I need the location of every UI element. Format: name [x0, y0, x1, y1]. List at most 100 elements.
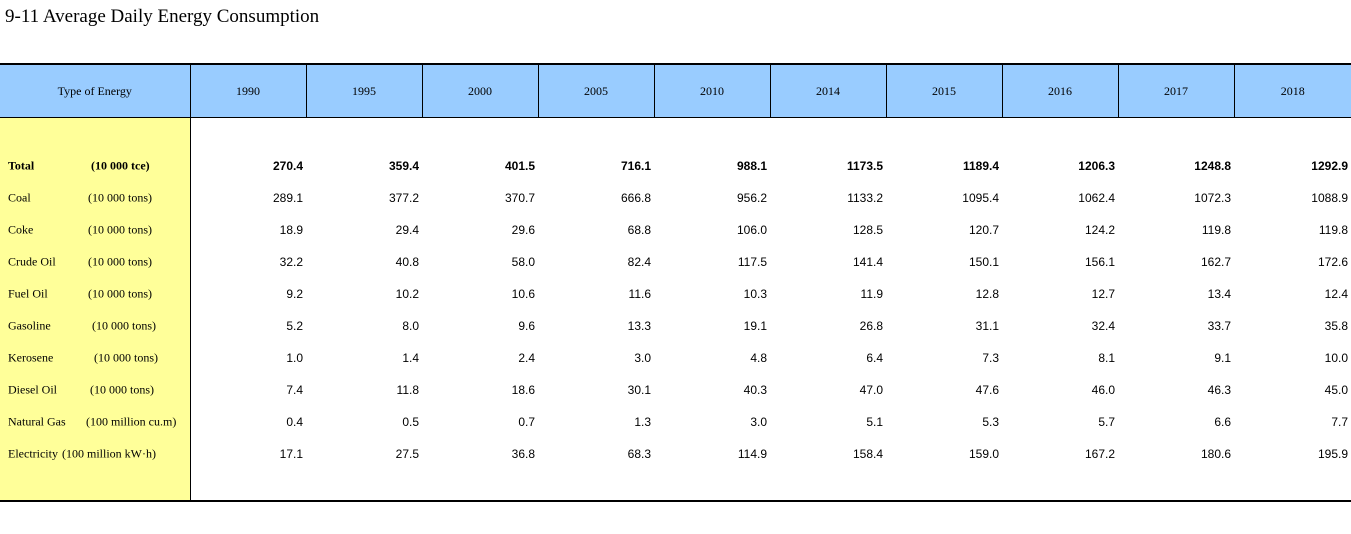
value-cell: 33.7 [1207, 319, 1231, 333]
value-cell: 11.9 [860, 287, 883, 301]
value-cell: 1088.9 [1311, 191, 1348, 205]
energy-type-label: Total [8, 158, 35, 173]
energy-unit-label: (100 million cu.m) [86, 414, 177, 429]
energy-unit-label: (10 000 tons) [92, 318, 156, 333]
energy-type-cell: Crude Oil (10 000 tons) [0, 246, 191, 278]
value-cell: 7.4 [286, 383, 303, 397]
value-cell: 180.6 [1200, 447, 1231, 461]
value-cell: 13.4 [1207, 287, 1231, 301]
value-cell: 956.2 [736, 191, 767, 205]
value-cell: 8.1 [1098, 351, 1115, 365]
value-cell: 58.0 [511, 255, 535, 269]
value-cell: 114.9 [737, 447, 767, 461]
energy-type-cell: Coke (10 000 tons) [0, 214, 191, 246]
energy-type-cell: Natural Gas (100 million cu.m) [0, 406, 191, 438]
energy-type-label: Gasoline [8, 318, 51, 333]
value-cell: 156.1 [1084, 255, 1115, 269]
value-cell: 162.7 [1200, 255, 1231, 269]
energy-type-cell: Kerosene (10 000 tons) [0, 342, 191, 374]
value-cell: 666.8 [620, 191, 651, 205]
value-cell: 9.2 [286, 287, 303, 301]
energy-type-label: Fuel Oil [8, 286, 48, 301]
year-header: 2010 [653, 63, 770, 118]
energy-type-label: Crude Oil [8, 254, 56, 269]
year-header: 1995 [305, 63, 422, 118]
energy-unit-label: (10 000 tons) [94, 350, 158, 365]
table-row: Diesel Oil (10 000 tons) 7.4 11.8 18.6 30.1 40… [0, 374, 1351, 406]
year-header: 2018 [1233, 63, 1351, 118]
value-cell: 6.6 [1214, 415, 1231, 429]
value-cell: 0.7 [518, 415, 535, 429]
table-row: Electricity (100 million kW·h) 17.1 27.5 36.… [0, 438, 1351, 470]
value-cell: 40.8 [395, 255, 419, 269]
value-cell: 158.4 [852, 447, 883, 461]
value-cell: 359.4 [388, 159, 419, 173]
energy-type-label: Coal [8, 190, 31, 205]
value-cell: 29.6 [511, 223, 535, 237]
value-cell: 289.1 [272, 191, 303, 205]
energy-unit-label: (10 000 tons) [88, 222, 152, 237]
energy-type-cell: Coal (10 000 tons) [0, 182, 191, 214]
value-cell: 11.6 [628, 287, 651, 301]
value-cell: 7.3 [982, 351, 999, 365]
value-cell: 18.9 [279, 223, 303, 237]
value-cell: 40.3 [743, 383, 767, 397]
value-cell: 1072.3 [1194, 191, 1231, 205]
value-cell: 47.6 [975, 383, 999, 397]
energy-type-cell: Fuel Oil (10 000 tons) [0, 278, 191, 310]
energy-type-label: Natural Gas [8, 414, 66, 429]
value-cell: 4.8 [750, 351, 767, 365]
table-row: Gasoline (10 000 tons) 5.2 8.0 9.6 13.3 19.1 26… [0, 310, 1351, 342]
value-cell: 10.0 [1324, 351, 1348, 365]
value-cell: 35.8 [1324, 319, 1348, 333]
value-cell: 36.8 [511, 447, 535, 461]
year-header: 2016 [1001, 63, 1118, 118]
value-cell: 3.0 [750, 415, 767, 429]
value-cell: 0.5 [402, 415, 419, 429]
value-cell: 716.1 [620, 159, 651, 173]
value-cell: 10.2 [395, 287, 419, 301]
spacer-row [0, 117, 1351, 150]
value-cell: 9.1 [1214, 351, 1231, 365]
value-cell: 12.7 [1091, 287, 1115, 301]
table-row: Coal (10 000 tons) 289.1 377.2 370.7 666.8 956… [0, 182, 1351, 214]
value-cell: 13.3 [627, 319, 651, 333]
energy-type-label: Diesel Oil [8, 382, 57, 397]
value-cell: 988.1 [736, 159, 767, 173]
value-cell: 119.8 [1318, 223, 1348, 237]
value-cell: 12.8 [975, 287, 999, 301]
year-header: 2000 [421, 63, 538, 118]
value-cell: 9.6 [518, 319, 535, 333]
value-cell: 1189.4 [962, 159, 999, 173]
energy-type-cell: Electricity (100 million kW·h) [0, 438, 191, 470]
value-cell: 124.2 [1084, 223, 1115, 237]
value-cell: 1133.2 [847, 191, 883, 205]
value-cell: 5.1 [866, 415, 883, 429]
energy-unit-label: (10 000 tce) [91, 158, 150, 173]
label-cell-spacer [0, 117, 191, 150]
value-cell: 8.0 [402, 319, 419, 333]
value-cell: 401.5 [504, 159, 535, 173]
table-row: Kerosene (10 000 tons) 1.0 1.4 2.4 3.0 4.8 6.4 7… [0, 342, 1351, 374]
year-header: 2017 [1117, 63, 1234, 118]
value-cell: 7.7 [1331, 415, 1348, 429]
value-cell: 46.3 [1207, 383, 1231, 397]
value-cell: 377.2 [388, 191, 419, 205]
value-cell: 270.4 [272, 159, 303, 173]
value-cell: 1292.9 [1311, 159, 1348, 173]
energy-unit-label: (10 000 tons) [88, 190, 152, 205]
value-cell: 5.3 [982, 415, 999, 429]
energy-unit-label: (10 000 tons) [90, 382, 154, 397]
value-cell: 3.0 [634, 351, 651, 365]
value-cell: 1206.3 [1078, 159, 1115, 173]
value-cell: 1.0 [286, 351, 303, 365]
table-row: Coke (10 000 tons) 18.9 29.4 29.6 68.8 106.0 12… [0, 214, 1351, 246]
energy-type-label: Kerosene [8, 350, 54, 365]
value-cell: 32.4 [1091, 319, 1115, 333]
value-cell: 27.5 [395, 447, 419, 461]
value-cell: 32.2 [279, 255, 303, 269]
table-row: Fuel Oil (10 000 tons) 9.2 10.2 10.6 11.6 10.3… [0, 278, 1351, 310]
value-cell: 19.1 [743, 319, 767, 333]
value-cell: 119.8 [1201, 223, 1231, 237]
value-cell: 17.1 [279, 447, 303, 461]
